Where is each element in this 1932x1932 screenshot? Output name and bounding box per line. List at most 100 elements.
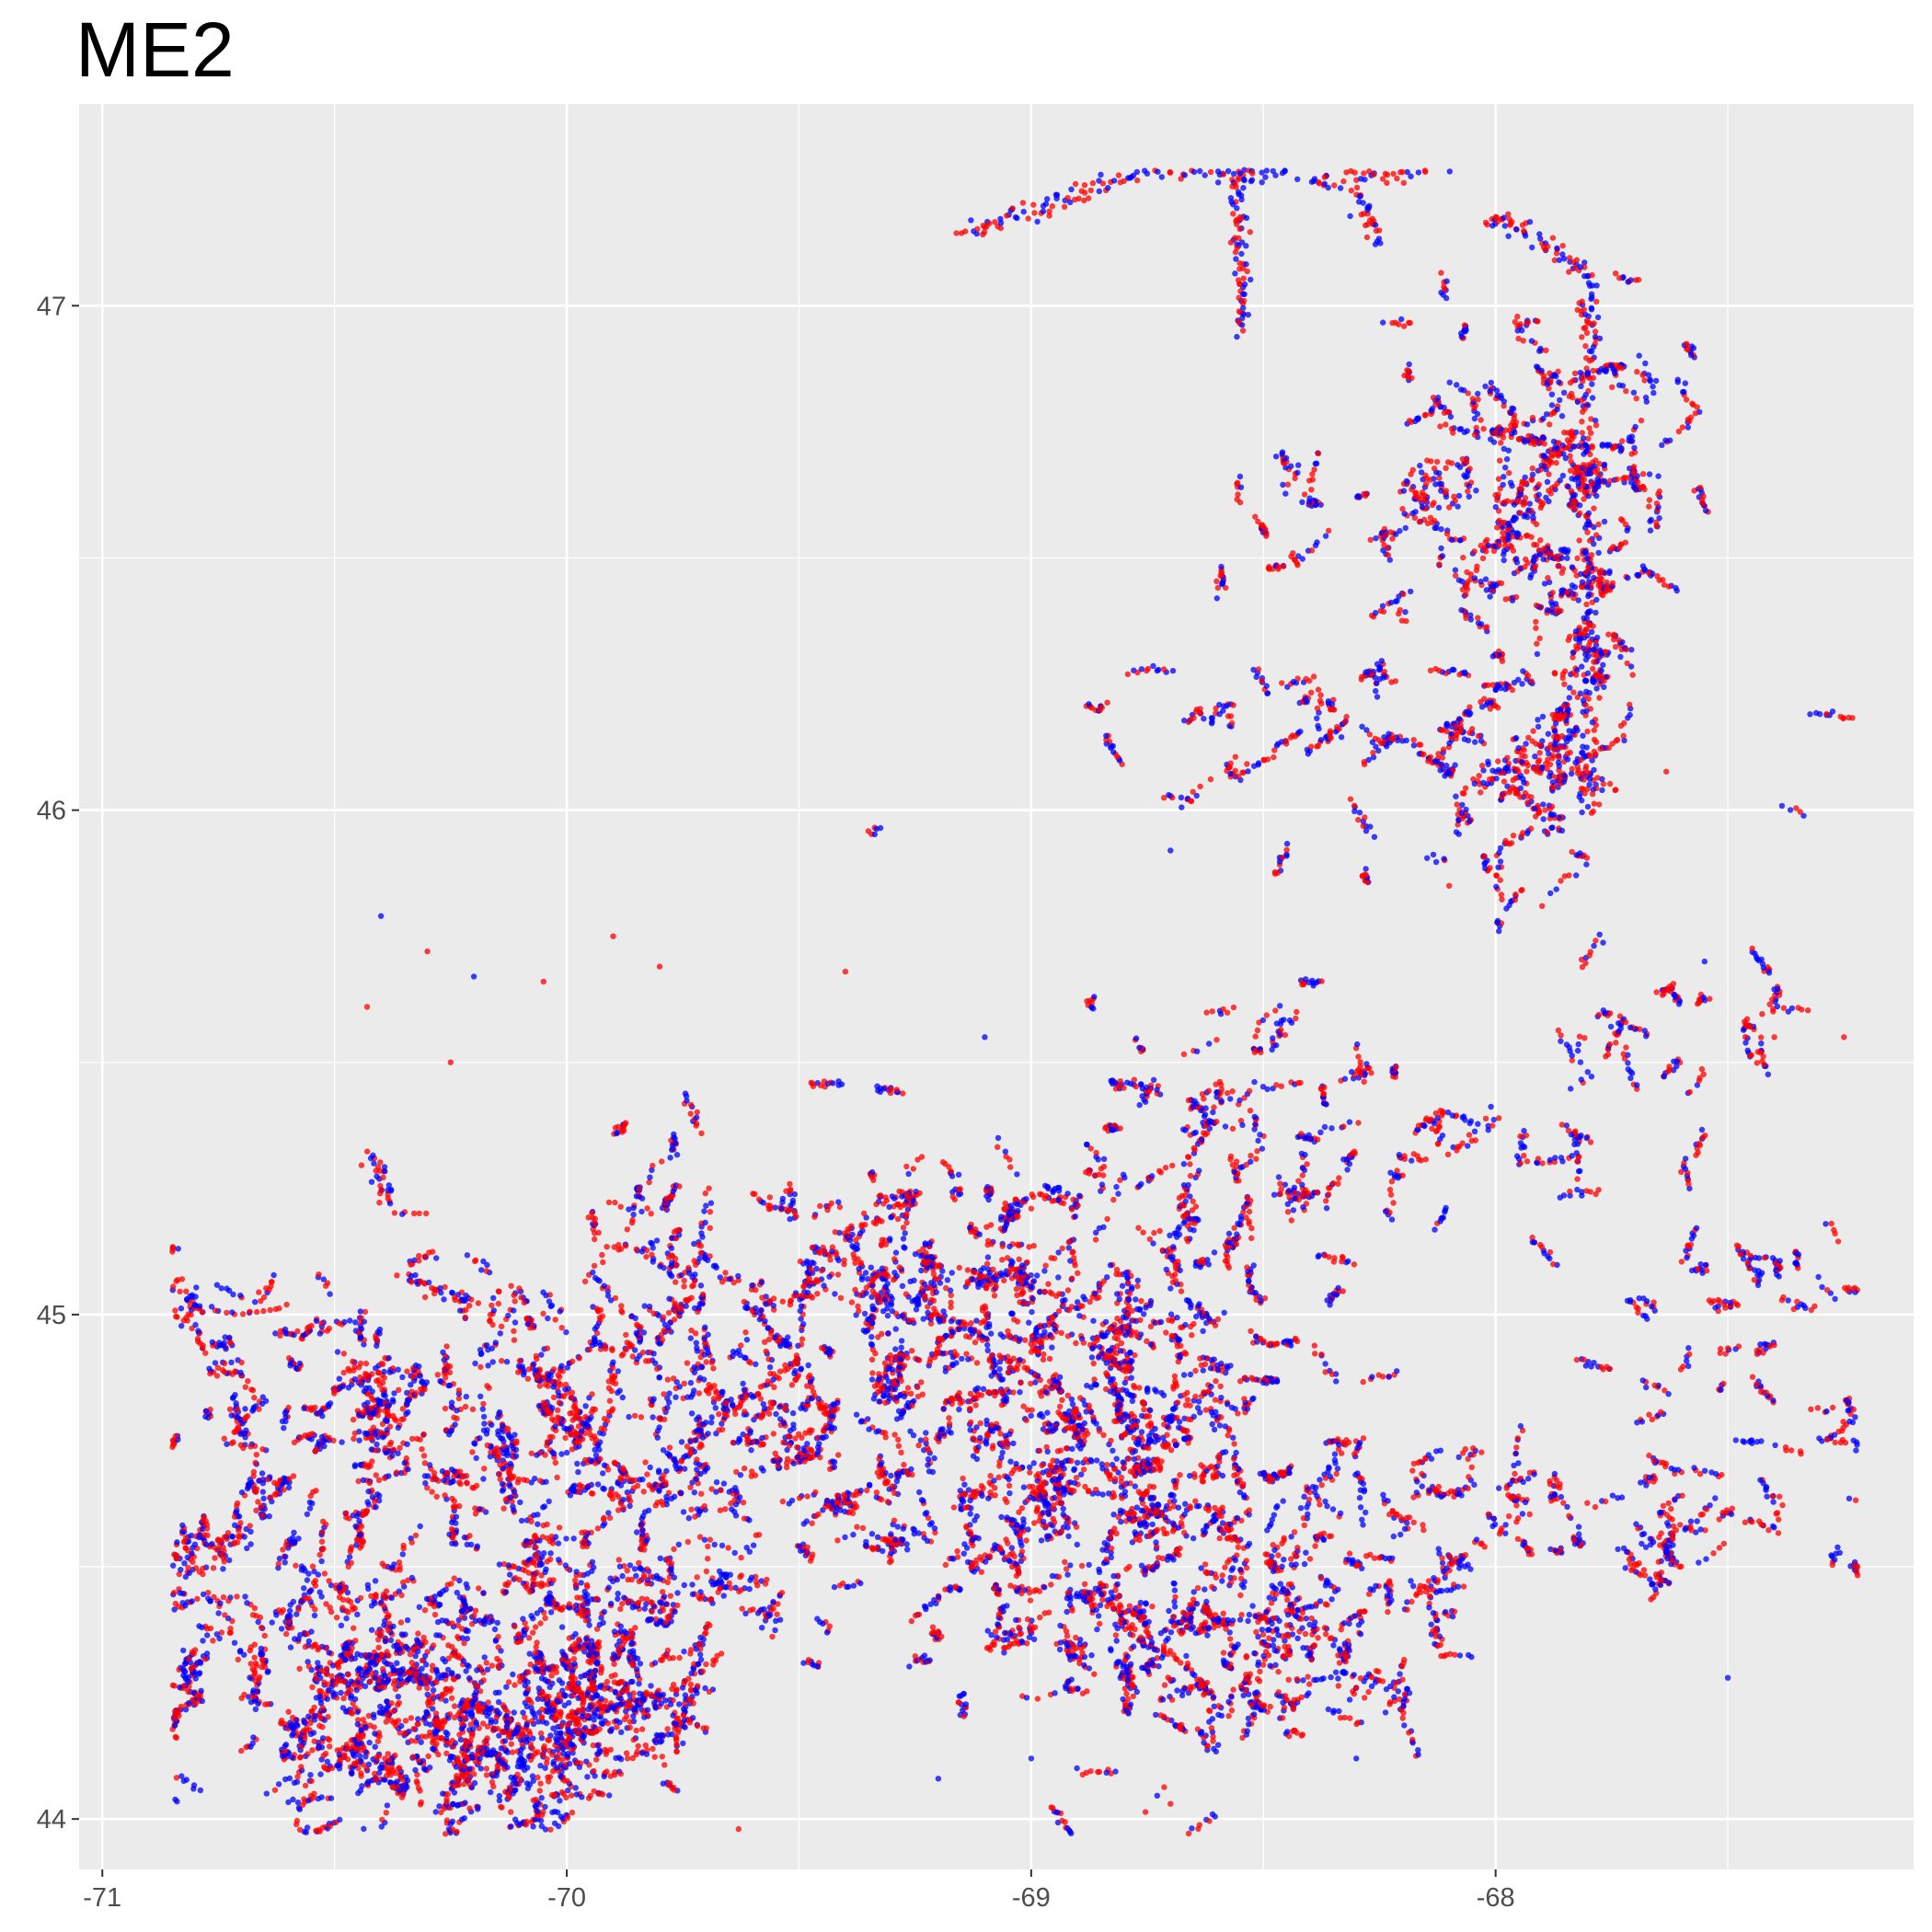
data-point <box>384 1802 391 1809</box>
data-point <box>357 1788 364 1794</box>
data-point <box>441 1478 447 1484</box>
data-point <box>357 1531 363 1538</box>
data-point <box>484 1383 490 1389</box>
data-point <box>464 1754 471 1761</box>
data-point <box>328 1795 335 1801</box>
data-point <box>412 1532 420 1539</box>
data-point <box>879 1330 885 1338</box>
data-point <box>326 1578 332 1584</box>
data-point <box>336 1584 343 1592</box>
data-point <box>647 1616 653 1623</box>
data-point <box>641 1605 648 1612</box>
data-point <box>259 1489 266 1495</box>
data-point <box>666 1444 673 1451</box>
data-point <box>290 1714 296 1721</box>
data-point <box>511 1489 518 1495</box>
data-point <box>250 1734 257 1741</box>
data-point <box>468 1733 476 1740</box>
data-point <box>495 1644 501 1650</box>
data-point <box>537 1763 544 1769</box>
data-point <box>290 1535 296 1541</box>
data-point <box>547 1826 554 1833</box>
data-point <box>537 1780 544 1787</box>
data-point <box>558 1624 566 1630</box>
data-point <box>500 1702 506 1708</box>
data-point <box>546 1774 554 1780</box>
data-point <box>443 1750 450 1757</box>
data-point <box>254 1308 260 1316</box>
data-point <box>530 1616 536 1622</box>
data-point <box>496 1471 502 1478</box>
data-point <box>384 1678 391 1685</box>
data-point <box>985 1495 992 1501</box>
data-point <box>374 1754 380 1761</box>
data-point <box>554 1474 560 1481</box>
data-point <box>537 1730 545 1737</box>
data-point <box>286 1775 293 1782</box>
data-point <box>234 1500 241 1507</box>
data-point <box>659 1337 666 1343</box>
data-point <box>454 1773 460 1779</box>
data-point <box>529 1773 536 1779</box>
data-point <box>566 1426 572 1432</box>
data-point <box>740 1499 747 1506</box>
data-point <box>403 1774 409 1780</box>
data-point <box>256 1289 262 1295</box>
data-point <box>538 1675 546 1682</box>
data-point <box>308 1322 315 1329</box>
data-point <box>885 1330 891 1337</box>
data-point <box>483 1765 489 1772</box>
data-point <box>698 1443 705 1449</box>
data-point <box>351 1625 357 1631</box>
data-point <box>530 1797 536 1804</box>
data-point <box>351 1435 357 1443</box>
data-point <box>466 1777 472 1783</box>
data-point <box>366 1739 373 1746</box>
data-point <box>402 1718 409 1724</box>
data-point <box>540 1522 546 1529</box>
data-point <box>464 1541 470 1548</box>
data-point <box>936 1593 942 1601</box>
data-point <box>739 1605 745 1612</box>
data-point <box>463 1668 469 1674</box>
data-point <box>807 1455 813 1461</box>
data-point <box>567 1410 573 1417</box>
data-point <box>1020 1484 1028 1490</box>
data-point <box>822 1433 829 1440</box>
data-point <box>526 1781 534 1788</box>
data-point <box>983 1417 990 1424</box>
data-point <box>733 1488 740 1495</box>
data-point <box>298 1598 305 1604</box>
data-point <box>287 1644 294 1650</box>
data-point <box>550 1394 558 1401</box>
data-point <box>319 1735 327 1742</box>
data-point <box>703 1568 710 1575</box>
data-point <box>887 1236 893 1242</box>
data-point <box>536 1788 543 1794</box>
data-point <box>743 1545 750 1551</box>
data-point <box>809 1520 815 1526</box>
data-point <box>317 1688 325 1695</box>
data-point <box>258 1502 265 1510</box>
data-point <box>483 1772 490 1778</box>
data-point <box>516 1358 523 1364</box>
data-point <box>675 1541 682 1548</box>
data-point <box>210 1565 217 1571</box>
data-point <box>592 1773 598 1779</box>
data-point <box>435 1719 442 1727</box>
data-point <box>301 1585 307 1592</box>
data-point <box>373 1504 379 1511</box>
data-point <box>497 1476 503 1483</box>
data-point <box>316 1693 324 1700</box>
data-point <box>350 1604 356 1610</box>
data-point <box>556 1557 562 1563</box>
data-point <box>937 1426 944 1433</box>
data-point <box>309 1708 316 1715</box>
data-point <box>423 1210 430 1217</box>
data-point <box>922 1511 928 1517</box>
data-point <box>424 1685 431 1692</box>
data-point <box>327 1743 333 1750</box>
data-point <box>405 1466 411 1473</box>
data-point <box>431 1746 437 1753</box>
data-point <box>448 1695 455 1702</box>
